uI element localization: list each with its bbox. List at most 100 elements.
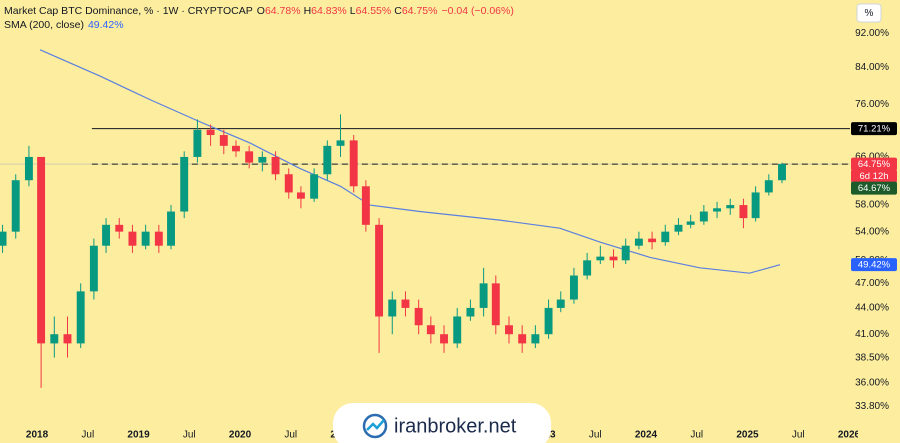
candle-body xyxy=(361,186,370,225)
scale-button-label[interactable]: % xyxy=(865,8,874,19)
candle-body xyxy=(686,221,695,225)
candle-body xyxy=(128,231,137,246)
x-tick-label: 2019 xyxy=(127,430,150,441)
candle-body xyxy=(778,164,786,181)
candle-body xyxy=(544,307,553,335)
candle-body xyxy=(518,334,527,344)
candle-body xyxy=(0,231,7,246)
candle-body xyxy=(63,334,72,344)
x-tick-label: 2018 xyxy=(26,430,49,441)
x-tick-label: 2024 xyxy=(635,430,658,441)
candle-body xyxy=(154,231,163,246)
candle-body xyxy=(271,156,280,175)
countdown-label-box xyxy=(851,169,897,183)
y-tick-label: 47.00% xyxy=(855,278,889,289)
level-label-box xyxy=(851,122,897,136)
ohlc-value: 64.55% xyxy=(356,5,392,17)
candle-body xyxy=(491,283,500,326)
watermark-box xyxy=(333,403,551,443)
candle-body xyxy=(739,205,748,219)
candle-body xyxy=(479,283,488,308)
indicator-name: SMA (200, close) xyxy=(4,19,84,31)
x-tick-label: Jul xyxy=(284,430,297,441)
level-label-box xyxy=(851,157,897,171)
x-tick-label: Jul xyxy=(81,430,94,441)
scale-button[interactable]: % xyxy=(856,3,882,23)
indicator-value: 49.42% xyxy=(88,19,124,31)
candle-body xyxy=(102,224,111,246)
ohlc-value: 64.75% xyxy=(402,5,438,17)
candle-body xyxy=(583,260,592,276)
candle-body xyxy=(232,145,240,152)
ohlc-value: 64.83% xyxy=(311,5,347,17)
candle-body xyxy=(569,275,578,300)
candle-body xyxy=(206,129,215,136)
candle-body xyxy=(180,156,189,212)
y-tick-label: 41.00% xyxy=(855,329,889,340)
ohlc-key: O xyxy=(257,5,265,17)
candle-body xyxy=(699,211,708,222)
indicator-line: SMA (200, close) 49.42% xyxy=(4,19,124,31)
candle-body xyxy=(141,231,150,246)
y-tick-label: 66.00% xyxy=(855,152,889,163)
y-tick-label: 36.00% xyxy=(855,377,889,388)
y-tick-label: 38.50% xyxy=(855,352,889,363)
y-tick-label: 92.00% xyxy=(855,28,889,39)
x-tick-label: Jul xyxy=(690,430,703,441)
candle-body xyxy=(466,307,475,317)
watermark-logo-arrow xyxy=(366,419,385,431)
x-tick-label: Jul xyxy=(792,430,805,441)
candle-body xyxy=(323,145,332,175)
x-tick-label: 2020 xyxy=(229,430,252,441)
level-label: 71.21% xyxy=(858,124,891,135)
candle-body xyxy=(375,224,384,317)
sma-label: 49.42% xyxy=(858,260,891,271)
candle-body xyxy=(219,135,228,146)
candle-body xyxy=(284,174,293,193)
plot-area xyxy=(0,49,850,388)
y-tick-label: 58.00% xyxy=(855,200,889,211)
candle-body xyxy=(505,325,513,335)
level-label: 64.75% xyxy=(858,159,891,170)
scale-button-box[interactable] xyxy=(856,3,882,23)
candle-body xyxy=(258,156,267,163)
legend: Market Cap BTC Dominance, % · 1W · CRYPT… xyxy=(4,5,514,31)
candle-body xyxy=(713,208,722,212)
sma-label-box xyxy=(851,258,897,272)
candle-body xyxy=(37,156,46,344)
ohlc-key: C xyxy=(394,5,402,17)
candle-body xyxy=(764,180,773,193)
candle-body xyxy=(556,299,565,308)
candle-body xyxy=(50,334,59,344)
y-tick-label: 33.80% xyxy=(855,401,889,412)
candle-body xyxy=(336,140,345,146)
candle-body xyxy=(115,224,124,232)
candle-body xyxy=(426,325,435,335)
candle-body xyxy=(648,238,657,243)
y-tick-label: 54.00% xyxy=(855,226,889,237)
ohlc-key: L xyxy=(350,5,356,17)
prev-close-label: 64.67% xyxy=(858,183,891,194)
watermark-logo xyxy=(362,413,388,439)
title: Market Cap BTC Dominance, % · 1W · CRYPT… xyxy=(4,5,253,17)
candle-body xyxy=(388,299,397,317)
candle-body xyxy=(349,140,358,187)
ohlc-value: 64.78% xyxy=(265,5,301,17)
candle-body xyxy=(401,299,410,308)
y-tick-label: 76.00% xyxy=(855,99,889,110)
change: −0.04 (−0.06%) xyxy=(441,5,513,17)
candle-body xyxy=(414,307,423,326)
candle-body xyxy=(453,316,462,344)
candle-body xyxy=(193,129,202,157)
candle-body xyxy=(661,231,670,243)
candle-body xyxy=(621,245,630,261)
candle-body xyxy=(245,151,254,163)
candle-body xyxy=(310,174,319,199)
candle-body xyxy=(531,334,540,344)
x-tick-label: Jul xyxy=(589,430,602,441)
candle-body xyxy=(440,334,448,344)
candle-body xyxy=(634,238,643,246)
candle-body xyxy=(296,192,305,199)
x-tick-label: 2025 xyxy=(736,430,759,441)
